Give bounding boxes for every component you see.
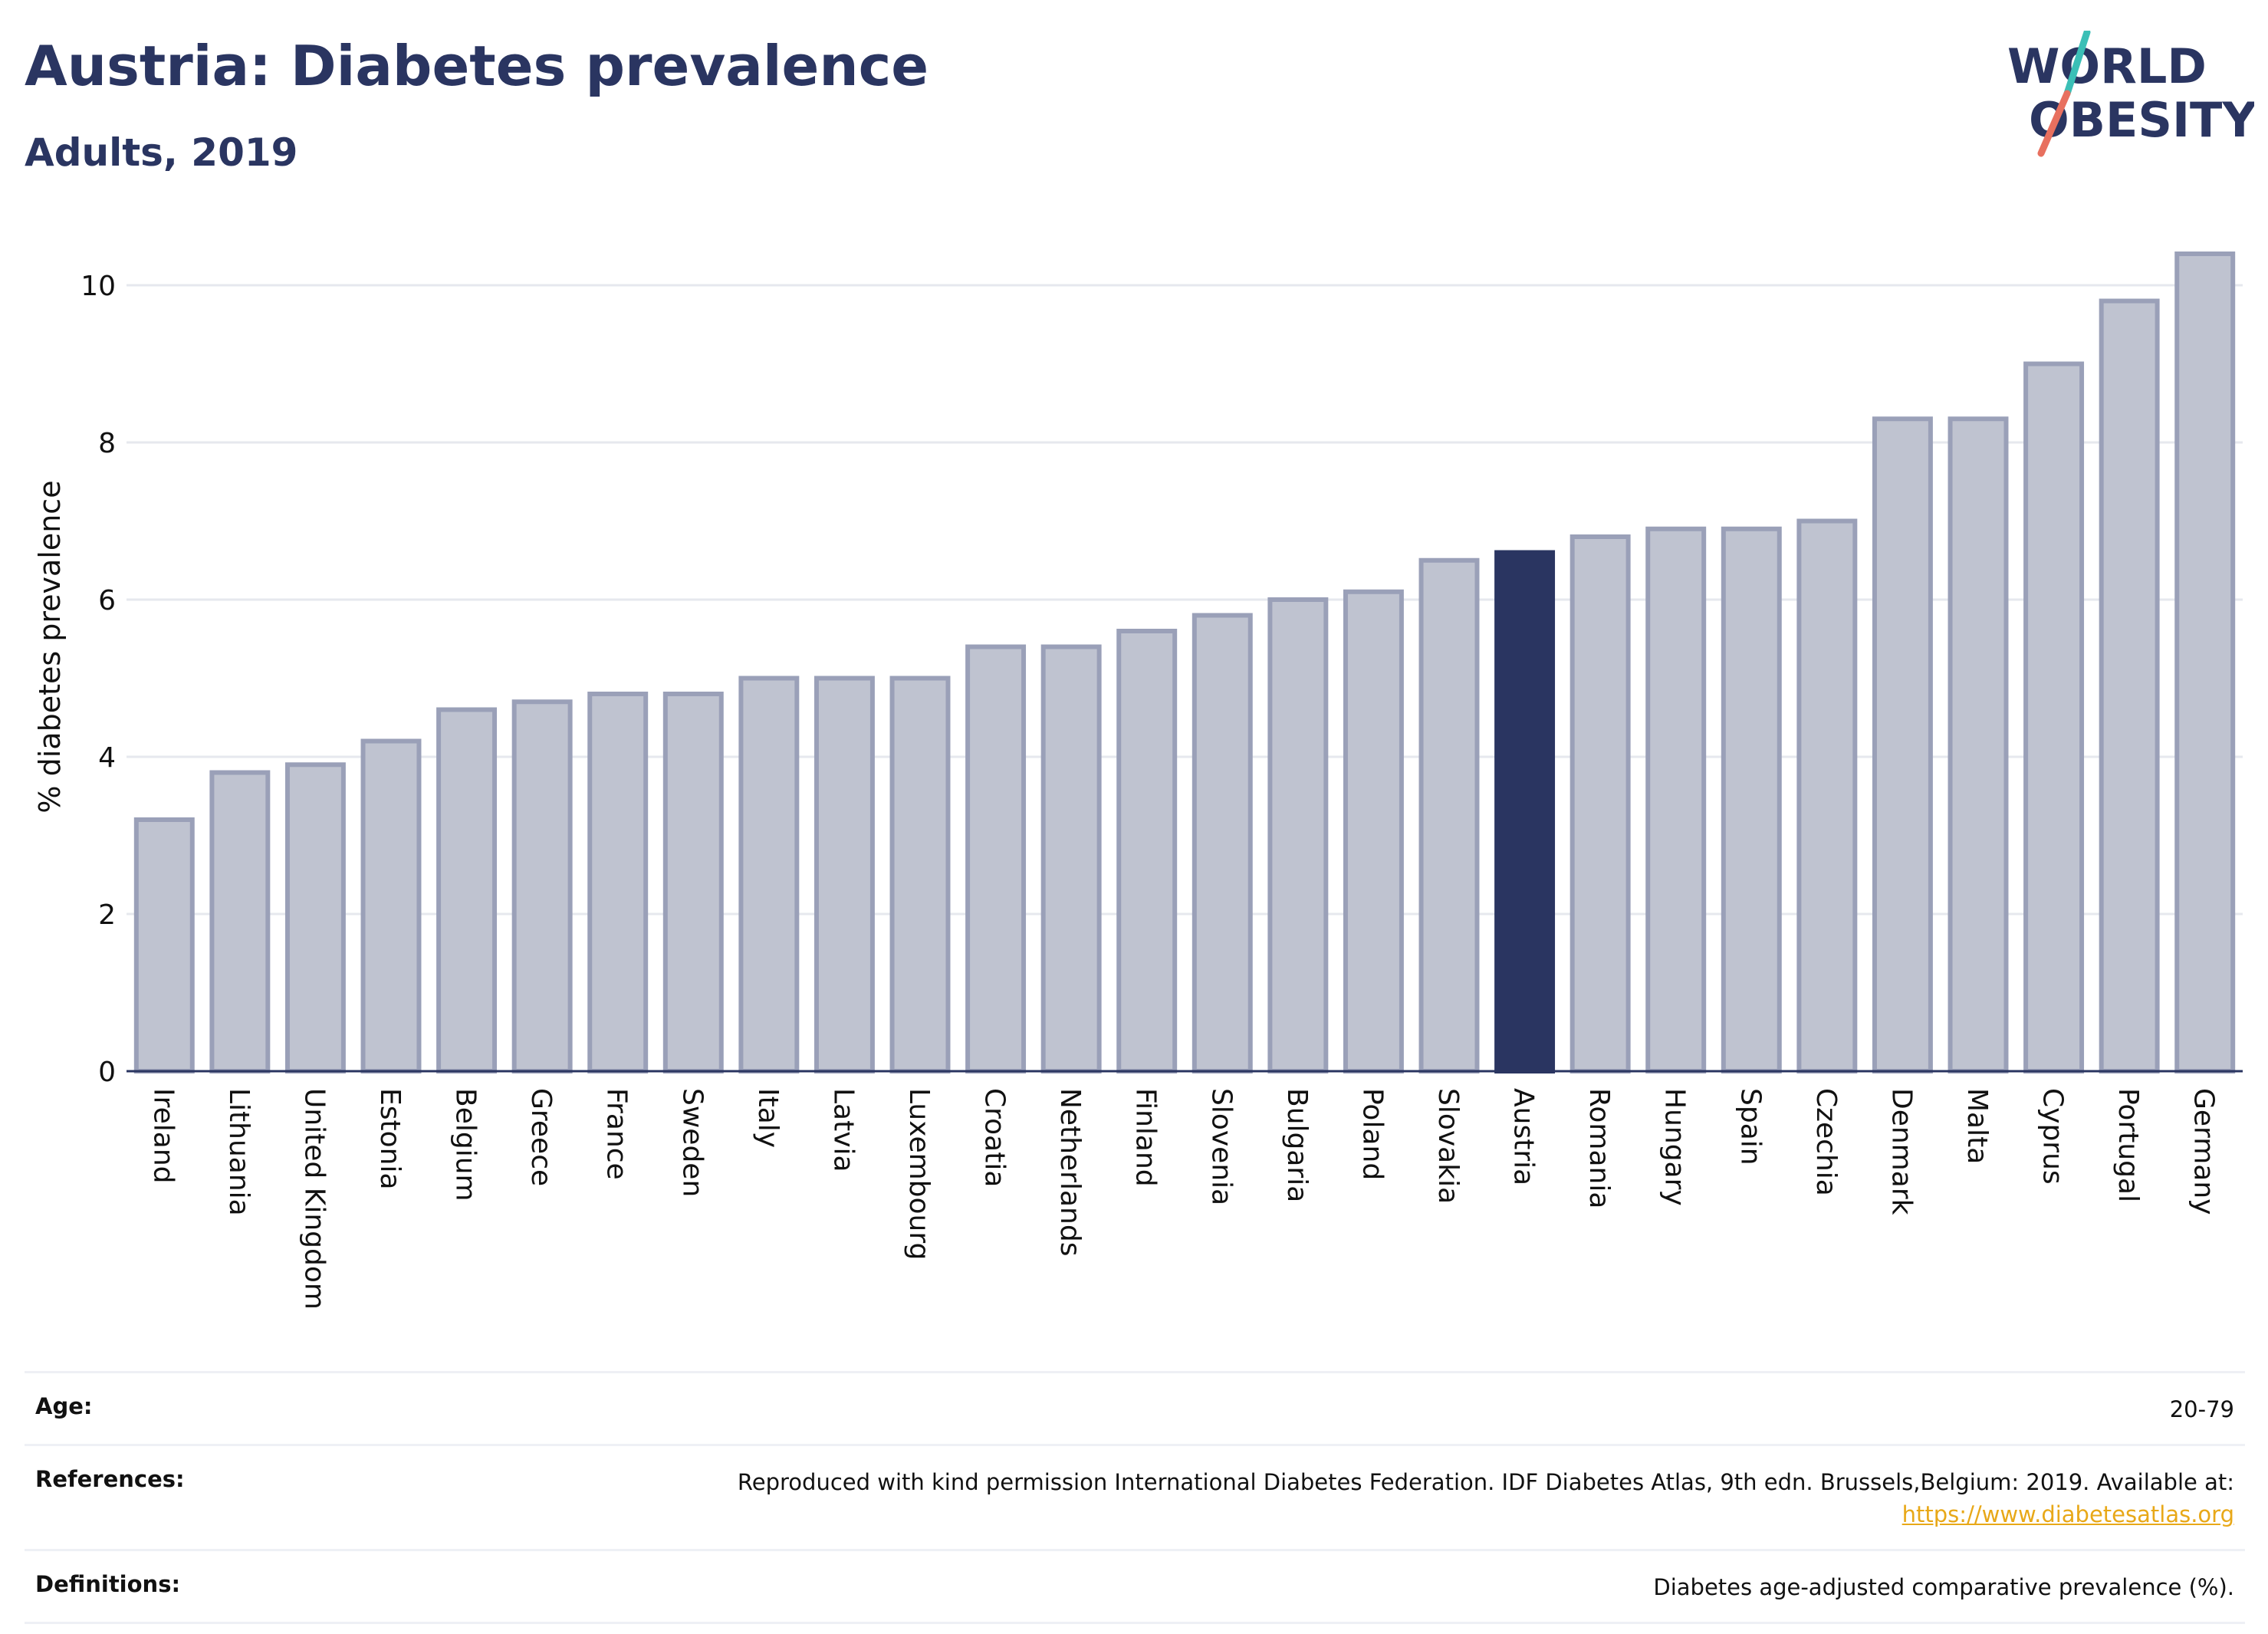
bar	[1040, 644, 1102, 1073]
logo-slash-teal	[2063, 31, 2091, 97]
x-tick-label: Luxembourg	[903, 1088, 935, 1260]
x-tick-label: Ireland	[147, 1088, 179, 1184]
bar	[1267, 597, 1329, 1073]
x-tick-label: Estonia	[374, 1088, 406, 1190]
bar	[436, 707, 498, 1073]
x-tick-label: Latvia	[827, 1088, 859, 1172]
x-tick-label: United Kingdom	[298, 1088, 330, 1310]
bar	[1343, 589, 1404, 1073]
bar	[2174, 252, 2236, 1073]
bar	[587, 692, 649, 1073]
y-axis-label: % diabetes prevalence	[33, 480, 67, 813]
info-table: Age: 20-79 References: Reproduced with k…	[25, 1371, 2245, 1624]
x-tick-label: Portugal	[2112, 1088, 2144, 1202]
bar-chart: 0 2 4 6 8 10 Ireland Lithuania United Kingdom Es…	[33, 252, 2243, 1310]
age-label: Age:	[35, 1393, 93, 1419]
bar	[284, 762, 346, 1073]
bar	[1872, 416, 1933, 1073]
x-tick-label: Spain	[1734, 1088, 1766, 1165]
references-text: Reproduced with kind permission Internat…	[737, 1469, 2234, 1495]
y-tick-label: 10	[81, 271, 116, 302]
x-tick-label: Sweden	[676, 1088, 708, 1197]
y-tick-label: 0	[98, 1057, 116, 1088]
references-link[interactable]: https://www.diabetesatlas.org	[1902, 1501, 2234, 1527]
y-tick-label: 6	[98, 585, 116, 616]
x-tick-label: Czechia	[1810, 1088, 1842, 1196]
bar	[2099, 298, 2160, 1073]
references-value-block: Reproduced with kind permission Internat…	[738, 1466, 2234, 1530]
info-row-references: References: Reproduced with kind permiss…	[25, 1444, 2245, 1549]
bar	[662, 692, 724, 1073]
x-tick-label: Hungary	[1659, 1088, 1691, 1206]
logo-slash-coral	[2037, 90, 2071, 157]
references-label: References:	[35, 1466, 185, 1492]
y-axis-ticks: 0 2 4 6 8 10	[81, 271, 116, 1088]
bar	[889, 676, 951, 1073]
x-tick-label: Denmark	[1885, 1088, 1917, 1215]
bar-highlight	[1494, 550, 1556, 1073]
bar	[1645, 526, 1707, 1073]
x-tick-label: Italy	[752, 1088, 784, 1148]
bar	[1116, 629, 1178, 1073]
bar	[511, 699, 573, 1073]
x-tick-label: Cyprus	[2037, 1088, 2069, 1185]
x-tick-label: Belgium	[450, 1088, 482, 1202]
x-tick-label: Austria	[1508, 1088, 1540, 1185]
bar	[1948, 416, 2009, 1073]
bar	[814, 676, 875, 1073]
info-row-age: Age: 20-79	[25, 1371, 2245, 1444]
y-tick-label: 4	[98, 742, 116, 774]
bar	[1796, 518, 1858, 1073]
x-tick-label: Romania	[1583, 1088, 1615, 1208]
x-axis-ticks: Ireland Lithuania United Kingdom Estonia Bel…	[147, 1088, 2219, 1310]
bars	[133, 252, 2236, 1073]
bar	[1570, 534, 1631, 1073]
y-tick-label: 8	[98, 428, 116, 459]
x-tick-label: Finland	[1130, 1088, 1162, 1187]
chart-title: Austria: Diabetes prevalence	[25, 34, 929, 98]
x-tick-label: Bulgaria	[1281, 1088, 1313, 1202]
x-tick-label: Lithuania	[223, 1088, 255, 1216]
x-tick-label: Malta	[1961, 1088, 1993, 1164]
definitions-label: Definitions:	[35, 1571, 181, 1597]
x-tick-label: Poland	[1356, 1088, 1388, 1180]
bar	[1721, 526, 1782, 1073]
world-obesity-logo: WORLD OBESITY	[2007, 31, 2254, 157]
bar	[209, 770, 271, 1073]
bar	[1418, 557, 1480, 1073]
y-tick-label: 2	[98, 899, 116, 931]
chart-subtitle: Adults, 2019	[25, 130, 298, 175]
x-tick-label: Germany	[2188, 1088, 2220, 1215]
bar	[133, 817, 195, 1073]
bar	[360, 738, 422, 1073]
bar	[2023, 361, 2085, 1073]
bar	[738, 676, 800, 1073]
bar	[965, 644, 1027, 1073]
x-tick-label: Slovenia	[1205, 1088, 1237, 1205]
x-tick-label: France	[601, 1088, 633, 1180]
x-tick-label: Croatia	[979, 1088, 1011, 1187]
x-tick-label: Greece	[525, 1088, 557, 1186]
age-value: 20-79	[2169, 1396, 2234, 1422]
definitions-value: Diabetes age-adjusted comparative preval…	[1653, 1574, 2234, 1600]
x-tick-label: Slovakia	[1432, 1088, 1464, 1204]
info-row-definitions: Definitions: Diabetes age-adjusted compa…	[25, 1549, 2245, 1624]
x-tick-label: Netherlands	[1054, 1088, 1086, 1256]
bar	[1192, 613, 1253, 1073]
logo-text-world: WORLD	[2007, 38, 2207, 94]
